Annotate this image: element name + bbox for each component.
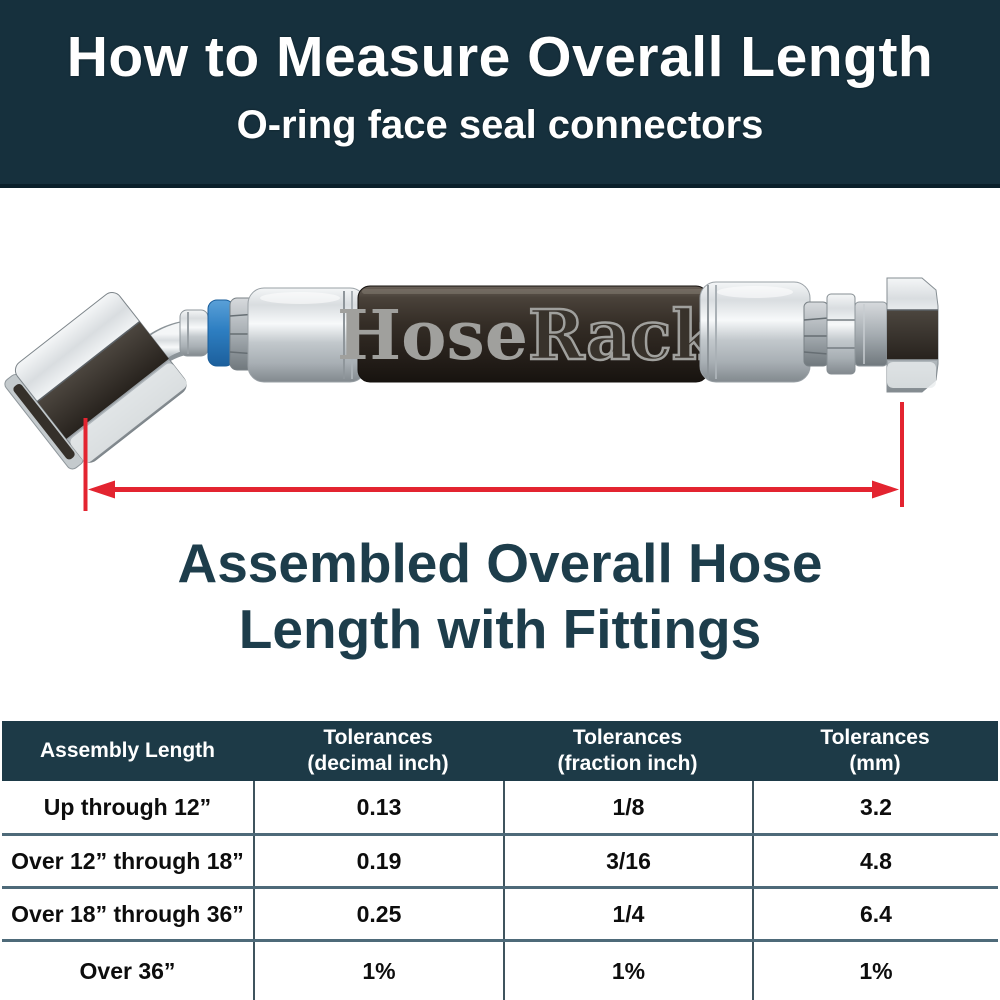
hose-figure: Hose Rack (4, 277, 939, 511)
cell-assembly-length: Over 18” through 36” (11, 900, 244, 927)
cell-mm: 1% (751, 942, 998, 1000)
hose-body (357, 285, 709, 383)
cell-decimal-inch: 1% (252, 942, 503, 1000)
table-row: Over 36” 1% 1% 1% (2, 939, 998, 1000)
cell-assembly-length: Over 12” through 18” (11, 847, 244, 874)
table-header-row: Assembly Length Tolerances (decimal inch… (2, 721, 998, 781)
elbow-ferrule (179, 309, 209, 357)
column-header-text: Tolerances (572, 725, 683, 749)
cell-fraction-inch: 1/4 (502, 889, 752, 939)
dimension-arrow (83, 402, 904, 511)
watermark-hose: Hose (337, 296, 528, 376)
caption-line2: Length with Fittings (238, 598, 762, 660)
right-swivel-nut (826, 277, 939, 393)
column-header-text: Tolerances (820, 725, 930, 749)
arrowhead-right (872, 480, 899, 499)
arrowhead-left (88, 480, 115, 499)
cell-decimal-inch: 0.19 (252, 836, 503, 886)
page-title: How to Measure Overall Length (66, 25, 934, 89)
cell-fraction-inch: 1/8 (502, 781, 752, 833)
watermark-rack: Rack (528, 296, 721, 376)
column-header-tolerances-decimal: Tolerances (decimal inch) (253, 725, 503, 778)
cell-assembly-length: Up through 12” (43, 793, 212, 820)
table-row: Up through 12” 0.13 1/8 3.2 (2, 781, 998, 833)
page-subtitle: O-ring face seal connectors (236, 102, 764, 147)
cell-assembly-length: Over 36” (79, 957, 176, 984)
column-header-text: Assembly Length (39, 738, 216, 762)
column-header-text: (fraction inch) (557, 752, 698, 775)
cell-decimal-inch: 0.13 (252, 781, 503, 833)
cell-decimal-inch: 0.25 (252, 889, 503, 939)
cell-mm: 6.4 (751, 889, 998, 939)
column-header-text: (decimal inch) (307, 752, 449, 775)
figure-caption: Assembled Overall Hose Length with Fitti… (0, 530, 1000, 662)
column-header-tolerances-fraction: Tolerances (fraction inch) (503, 725, 752, 778)
header-banner: How to Measure Overall Length O-ring fac… (0, 0, 1000, 188)
column-header-text: Tolerances (323, 725, 433, 749)
cell-mm: 4.8 (751, 836, 998, 886)
table-row: Over 12” through 18” 0.19 3/16 4.8 (2, 833, 998, 886)
hose-watermark: Hose Rack (337, 295, 722, 378)
cell-fraction-inch: 3/16 (502, 836, 752, 886)
table-row: Over 18” through 36” 0.25 1/4 6.4 (2, 886, 998, 939)
table-body: Up through 12” 0.13 1/8 3.2 Over 12” thr… (2, 781, 998, 1000)
column-header-tolerances-mm: Tolerances (mm) (752, 725, 998, 778)
left-swivel-nut (4, 292, 187, 470)
tolerance-table: Assembly Length Tolerances (decimal inch… (2, 721, 998, 1000)
caption-line1: Assembled Overall Hose (177, 532, 823, 594)
cell-fraction-inch: 1% (502, 942, 752, 1000)
left-crimp-collar (229, 287, 367, 383)
cell-mm: 3.2 (751, 781, 998, 833)
column-header-text: (mm) (849, 752, 901, 775)
right-crimp-collar (699, 281, 829, 383)
column-header-assembly-length: Assembly Length (2, 738, 253, 764)
